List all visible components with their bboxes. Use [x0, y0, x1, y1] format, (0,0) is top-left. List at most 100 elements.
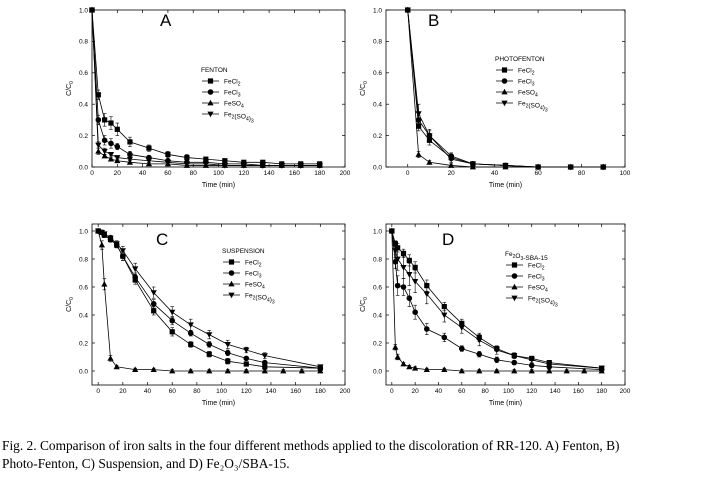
legend-title: Fe2O3-SBA-15: [505, 251, 548, 262]
data-point: [600, 164, 607, 171]
data-point: [101, 152, 108, 159]
data-point: [448, 156, 455, 163]
legend-label: FeCl3: [518, 79, 535, 88]
x-tick-label: 60: [164, 170, 172, 177]
data-point: [222, 158, 228, 164]
series-triangle-down: [88, 7, 323, 169]
x-tick-label: 40: [491, 170, 499, 177]
legend-label: Fe2(SO4)3: [528, 296, 558, 309]
y-tick-label: 0.0: [373, 368, 382, 375]
data-point: [441, 304, 447, 310]
panel-c: 0 20 40 60 80 100 120 140 160 180 200 0.0 0.2 0.4 0.6 0…: [66, 223, 351, 407]
y-tick-label: 0.6: [79, 284, 88, 291]
x-tick-label: 120: [526, 388, 537, 395]
data-point: [528, 357, 535, 363]
data-point: [206, 351, 212, 357]
x-tick-label: 40: [435, 388, 443, 395]
data-point: [243, 367, 250, 374]
data-point: [221, 163, 228, 169]
data-point: [388, 228, 395, 235]
data-point: [132, 266, 139, 272]
data-point: [424, 326, 430, 332]
x-tick-label: 60: [169, 388, 177, 395]
data-point: [400, 265, 407, 271]
data-point: [567, 164, 574, 171]
data-point: [187, 322, 194, 328]
x-tick-label: 100: [620, 170, 631, 177]
legend-marker: [207, 89, 214, 95]
data-point: [261, 359, 268, 366]
x-tick-label: 100: [216, 388, 227, 395]
data-point: [113, 241, 120, 247]
data-point: [132, 366, 139, 372]
x-tick-label: 0: [96, 388, 100, 395]
legend-marker: [501, 67, 508, 73]
x-tick-label: 80: [578, 170, 586, 177]
series-square: [95, 228, 323, 371]
x-tick-label: 20: [412, 388, 420, 395]
data-point: [441, 366, 448, 372]
x-tick-label: 120: [241, 388, 252, 395]
data-point: [581, 367, 588, 374]
data-point: [316, 163, 323, 169]
legend-label: Fe2(SO4)3: [224, 112, 254, 125]
x-tick-label: 100: [503, 388, 514, 395]
y-tick-label: 0.4: [79, 312, 88, 319]
x-tick-label: 140: [264, 170, 275, 177]
legend-label: FeSO4: [518, 90, 538, 99]
panel-letter: A: [160, 11, 172, 30]
data-point: [458, 367, 465, 374]
data-point: [394, 282, 401, 289]
series-line: [407, 9, 604, 168]
data-point: [392, 344, 399, 350]
data-point: [423, 291, 430, 298]
data-point: [132, 274, 138, 281]
data-point: [406, 363, 413, 370]
panel-letter: C: [156, 230, 168, 249]
data-point: [164, 159, 171, 166]
data-point: [107, 152, 115, 158]
legend-marker: [501, 88, 508, 95]
data-point: [107, 355, 114, 361]
x-tick-label: 140: [266, 388, 277, 395]
legend-label: FeCl3: [528, 274, 545, 283]
x-tick-label: 0: [406, 170, 410, 177]
x-tick-label: 200: [340, 388, 351, 395]
caption-line-2: Photo-Fenton, C) Suspension, and D) Fe₂O…: [2, 456, 290, 471]
data-point: [280, 367, 287, 374]
data-point: [202, 161, 209, 168]
y-tick-label: 0.8: [79, 256, 88, 263]
y-axis-label: C/C0: [66, 297, 75, 312]
y-tick-label: 0.2: [79, 340, 88, 347]
x-tick-label: 20: [448, 170, 456, 177]
plot-frame: [385, 9, 626, 168]
data-point: [406, 272, 413, 278]
y-tick-label: 1.0: [373, 7, 382, 14]
y-tick-label: 0.8: [79, 39, 88, 46]
x-axis-label: Time (min): [202, 182, 235, 189]
data-point: [101, 231, 108, 237]
data-point: [114, 143, 121, 150]
data-point: [563, 367, 570, 374]
data-point: [107, 155, 115, 162]
data-point: [95, 92, 101, 98]
data-point: [598, 365, 605, 372]
data-point: [150, 366, 157, 372]
x-tick-label: 200: [340, 170, 351, 177]
y-tick-label: 0.2: [79, 133, 88, 140]
y-tick-label: 1.0: [79, 228, 88, 235]
data-point: [127, 151, 133, 158]
data-point: [259, 163, 266, 169]
data-point: [169, 329, 175, 335]
series-circle: [89, 7, 323, 169]
legend-label: FeCl2: [528, 263, 545, 272]
data-point: [317, 367, 324, 374]
plot-frame: [385, 223, 626, 386]
data-point: [224, 342, 231, 348]
x-axis-label: Time (min): [202, 400, 235, 407]
panel-b: 0 20 40 60 80 100 0.0 0.2 0.4 0.6 0.8 1.0 Time (min)…: [360, 6, 631, 189]
data-point: [476, 337, 483, 344]
data-point: [493, 357, 500, 363]
data-point: [392, 248, 399, 254]
